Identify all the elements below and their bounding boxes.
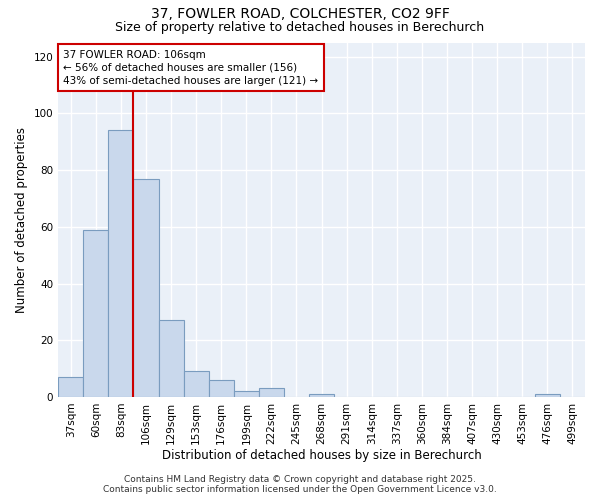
Text: Size of property relative to detached houses in Berechurch: Size of property relative to detached ho… xyxy=(115,21,485,34)
X-axis label: Distribution of detached houses by size in Berechurch: Distribution of detached houses by size … xyxy=(162,450,481,462)
Bar xyxy=(184,372,209,397)
Bar xyxy=(83,230,109,397)
Text: Contains HM Land Registry data © Crown copyright and database right 2025.
Contai: Contains HM Land Registry data © Crown c… xyxy=(103,474,497,494)
Bar xyxy=(133,178,158,397)
Bar xyxy=(109,130,133,397)
Text: 37 FOWLER ROAD: 106sqm
← 56% of detached houses are smaller (156)
43% of semi-de: 37 FOWLER ROAD: 106sqm ← 56% of detached… xyxy=(64,50,319,86)
Bar xyxy=(58,377,83,397)
Bar xyxy=(259,388,284,397)
Bar xyxy=(309,394,334,397)
Y-axis label: Number of detached properties: Number of detached properties xyxy=(15,126,28,312)
Bar xyxy=(209,380,234,397)
Bar xyxy=(158,320,184,397)
Text: 37, FOWLER ROAD, COLCHESTER, CO2 9FF: 37, FOWLER ROAD, COLCHESTER, CO2 9FF xyxy=(151,8,449,22)
Bar xyxy=(535,394,560,397)
Bar xyxy=(234,392,259,397)
